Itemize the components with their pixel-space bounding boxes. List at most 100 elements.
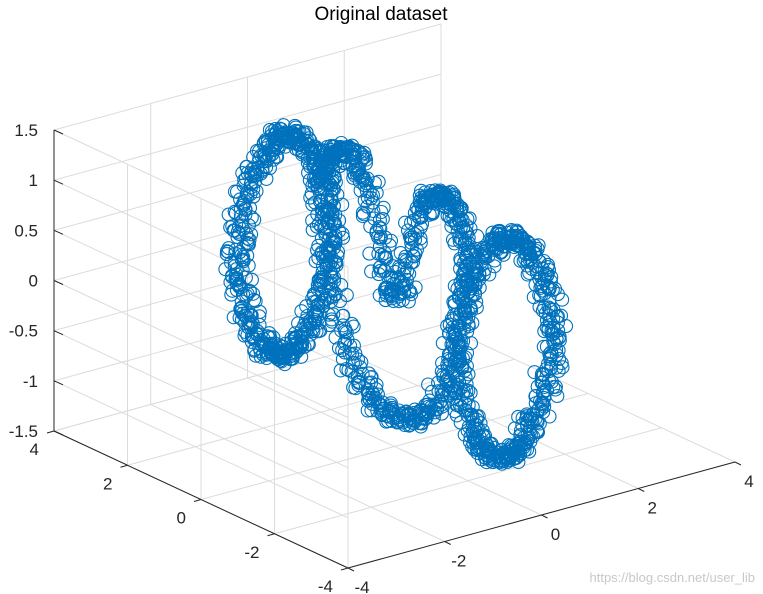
z-tick-mark bbox=[53, 179, 64, 185]
x-tick-label: 4 bbox=[744, 472, 753, 491]
y-tick-mark bbox=[120, 464, 128, 468]
z-tick-mark bbox=[53, 380, 64, 386]
data-point bbox=[243, 308, 258, 323]
data-point bbox=[383, 287, 398, 302]
data-point bbox=[399, 277, 414, 292]
data-point bbox=[549, 360, 564, 375]
data-point bbox=[550, 315, 565, 330]
data-point bbox=[393, 246, 408, 261]
data-point bbox=[464, 407, 479, 422]
data-point bbox=[373, 221, 388, 236]
z-tick-mark bbox=[53, 330, 64, 336]
data-point bbox=[256, 347, 271, 362]
x-tick-mark bbox=[541, 514, 548, 519]
z-tick-mark bbox=[53, 129, 64, 135]
data-point bbox=[422, 207, 437, 222]
grid-line bbox=[53, 179, 349, 318]
data-point bbox=[376, 200, 391, 215]
tick-marks bbox=[46, 129, 742, 572]
data-point bbox=[459, 280, 474, 295]
data-point bbox=[326, 307, 341, 322]
data-point bbox=[402, 266, 417, 281]
z-tick-mark bbox=[53, 229, 64, 235]
data-point bbox=[249, 326, 264, 341]
data-point bbox=[532, 299, 547, 314]
data-point bbox=[460, 324, 475, 339]
data-point bbox=[414, 209, 429, 224]
data-point bbox=[469, 440, 484, 455]
data-point bbox=[554, 355, 569, 371]
data-point bbox=[543, 274, 558, 289]
grid-line bbox=[53, 380, 349, 519]
data-point bbox=[355, 147, 370, 162]
data-point bbox=[477, 262, 492, 277]
data-point bbox=[475, 423, 490, 438]
data-point bbox=[308, 171, 323, 187]
z-tick-label: 1 bbox=[29, 171, 38, 190]
data-point bbox=[440, 318, 455, 333]
data-point bbox=[371, 246, 386, 261]
data-point bbox=[233, 200, 248, 216]
data-point bbox=[454, 201, 469, 216]
data-point bbox=[378, 230, 393, 245]
data-point bbox=[446, 383, 462, 398]
data-point bbox=[487, 259, 502, 274]
x-tick-label: 2 bbox=[648, 499, 657, 518]
z-tick-label: -0.5 bbox=[9, 322, 38, 341]
data-point bbox=[520, 267, 535, 282]
data-point bbox=[360, 403, 375, 418]
data-point bbox=[540, 260, 555, 275]
data-point bbox=[421, 377, 436, 392]
data-point bbox=[437, 186, 452, 201]
x-tick-mark bbox=[444, 541, 451, 545]
data-point bbox=[322, 284, 337, 299]
data-point bbox=[303, 327, 318, 342]
data-point bbox=[333, 363, 348, 378]
x-tick-mark bbox=[734, 461, 742, 466]
grid-line bbox=[53, 73, 442, 181]
chart-title: Original dataset bbox=[314, 4, 448, 25]
data-point bbox=[486, 440, 501, 455]
data-point bbox=[233, 302, 248, 317]
y-tick-label: 0 bbox=[177, 509, 186, 528]
data-point bbox=[529, 265, 544, 281]
data-point bbox=[362, 246, 377, 261]
y-tick-label: -4 bbox=[318, 577, 333, 594]
data-point bbox=[339, 142, 354, 157]
z-tick-mark bbox=[53, 280, 64, 285]
data-point bbox=[537, 324, 552, 339]
data-point bbox=[460, 244, 475, 259]
data-point bbox=[373, 263, 388, 278]
data-point bbox=[543, 349, 558, 364]
data-point bbox=[439, 378, 454, 393]
data-point bbox=[485, 225, 500, 240]
data-point bbox=[324, 183, 339, 198]
z-tick-labels: 1.5 1 0.5 0 -0.5 -1 -1.5 bbox=[9, 121, 38, 441]
data-point bbox=[459, 384, 474, 399]
data-point bbox=[350, 352, 366, 367]
data-point bbox=[393, 275, 408, 290]
grid-line bbox=[53, 23, 442, 131]
data-point bbox=[246, 286, 261, 301]
data-point bbox=[442, 317, 457, 332]
data-point bbox=[381, 414, 396, 429]
data-point bbox=[407, 249, 422, 264]
data-point bbox=[270, 129, 285, 144]
data-point bbox=[244, 272, 259, 287]
data-point bbox=[456, 294, 471, 309]
data-point bbox=[395, 293, 410, 308]
y-tick-label: 4 bbox=[30, 440, 39, 459]
data-point bbox=[379, 288, 394, 303]
z-tick-label: 0 bbox=[29, 272, 38, 291]
data-point bbox=[467, 442, 482, 457]
data-point bbox=[457, 269, 472, 284]
y-tick-label: -2 bbox=[244, 543, 259, 562]
data-point bbox=[552, 333, 567, 348]
data-point bbox=[361, 366, 376, 381]
z-tick-label: 0.5 bbox=[14, 221, 38, 240]
data-point bbox=[314, 210, 329, 225]
data-point bbox=[401, 294, 416, 309]
data-point bbox=[308, 254, 323, 269]
grid-line bbox=[53, 324, 442, 432]
